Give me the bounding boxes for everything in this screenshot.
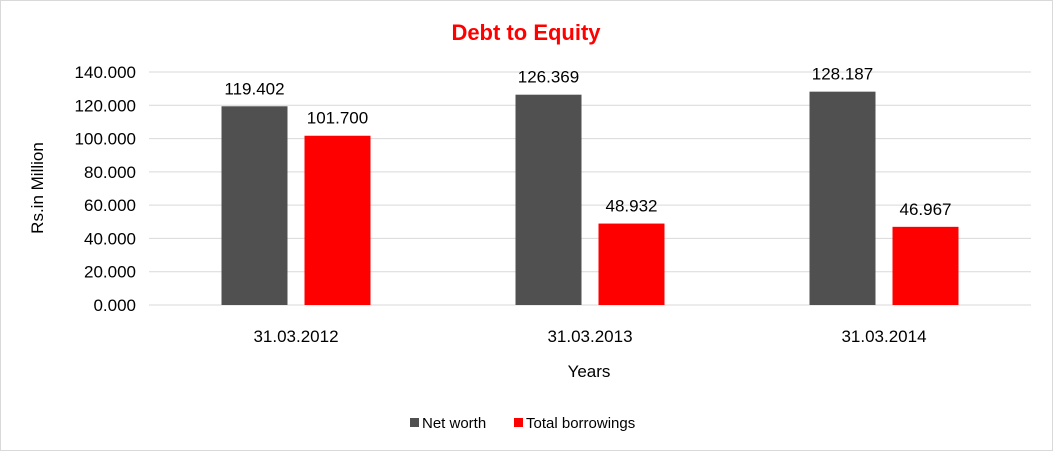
- bar-total-borrowings: [598, 223, 665, 305]
- data-label: 119.402: [224, 79, 284, 98]
- bars: [221, 91, 959, 305]
- data-labels: 119.402 101.700 126.369 48.932 128.187 46.967: [224, 65, 951, 219]
- data-label: 126.369: [518, 68, 579, 87]
- y-tick-label: 0.000: [93, 296, 136, 315]
- data-label: 128.187: [812, 65, 873, 84]
- y-tick-label: 120.000: [75, 96, 136, 115]
- legend: Net worth Total borrowings: [410, 415, 635, 432]
- y-tick-label: 140.000: [75, 63, 136, 82]
- x-tick-label: 31.03.2012: [253, 327, 338, 346]
- y-tick-label: 20.000: [84, 263, 136, 282]
- legend-label: Total borrowings: [526, 415, 635, 432]
- y-axis-ticks: 0.000 20.000 40.000 60.000 80.000 100.000 120.…: [75, 63, 136, 315]
- legend-label: Net worth: [422, 415, 486, 432]
- data-label: 46.967: [900, 200, 952, 219]
- y-tick-label: 60.000: [84, 196, 136, 215]
- legend-swatch: [514, 418, 523, 427]
- y-tick-label: 100.000: [75, 130, 136, 149]
- bar-total-borrowings: [892, 226, 959, 305]
- y-axis-title: Rs.in Million: [28, 142, 47, 234]
- x-axis-title: Years: [568, 362, 611, 381]
- gridlines: [149, 71, 1031, 306]
- bar-total-borrowings: [304, 135, 371, 305]
- bar-net-worth: [515, 94, 582, 305]
- x-axis-ticks: 31.03.2012 31.03.2013 31.03.2014: [253, 327, 926, 346]
- x-tick-label: 31.03.2014: [841, 327, 926, 346]
- legend-swatch: [410, 418, 419, 427]
- bar-net-worth: [809, 91, 876, 305]
- y-tick-label: 40.000: [84, 229, 136, 248]
- chart-title: Debt to Equity: [451, 20, 601, 45]
- y-tick-label: 80.000: [84, 163, 136, 182]
- bar-net-worth: [221, 106, 288, 305]
- data-label: 101.700: [307, 109, 368, 128]
- x-tick-label: 31.03.2013: [547, 327, 632, 346]
- data-label: 48.932: [606, 197, 658, 216]
